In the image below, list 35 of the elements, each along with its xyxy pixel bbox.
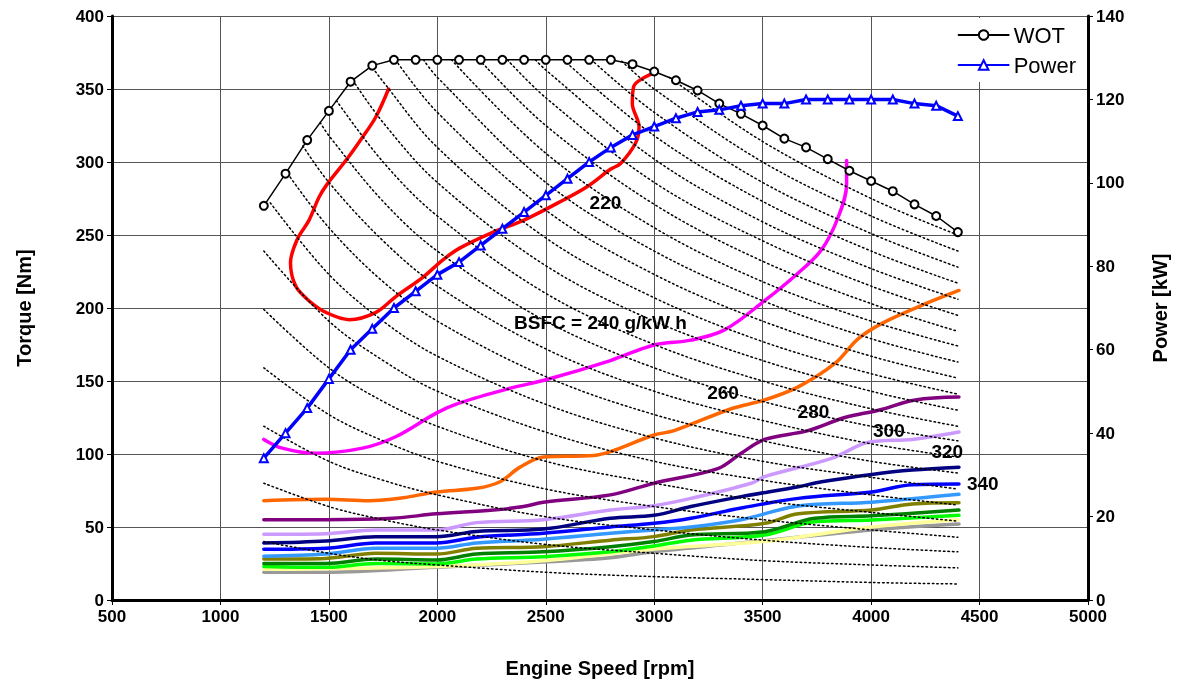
y-tick-label: 200: [75, 298, 104, 318]
legend-label: WOT: [1013, 22, 1065, 48]
y-tick-label: 250: [75, 225, 104, 245]
x-tick-label: 4500: [960, 607, 999, 626]
x-tick-label: 1000: [201, 607, 240, 626]
x-tick-label: 3000: [635, 607, 674, 626]
x-tick-label: 500: [97, 607, 127, 626]
y2-tick-label: 0: [1096, 590, 1106, 610]
y2-tick-label: 20: [1096, 507, 1115, 527]
y-tick-label: 400: [75, 6, 104, 26]
x-tick-label: 2500: [526, 607, 565, 626]
x-tick-label: 4000: [852, 607, 891, 626]
annotation: 260: [707, 382, 739, 404]
x-tick-label: 2000: [418, 607, 457, 626]
x-tick-label: 1500: [309, 607, 348, 626]
y-tick-label: 50: [85, 517, 104, 537]
y2-tick-label: 140: [1096, 6, 1125, 26]
y-tick-label: 300: [75, 152, 104, 172]
legend-label: Power: [1013, 52, 1076, 78]
x-axis-title: Engine Speed [rpm]: [505, 657, 695, 679]
y2-tick-label: 40: [1096, 423, 1115, 443]
annotation: 280: [797, 401, 830, 423]
y2-tick-label: 60: [1096, 340, 1115, 360]
y-axis-title: Torque [Nm]: [13, 249, 35, 367]
y-tick-label: 0: [94, 590, 104, 610]
y2-tick-label: 100: [1096, 173, 1125, 193]
annotation: 220: [589, 192, 622, 214]
y2-tick-label: 80: [1096, 256, 1115, 276]
y2-tick-label: 120: [1096, 89, 1125, 109]
x-tick-label: 5000: [1069, 607, 1107, 626]
y-tick-label: 350: [75, 79, 104, 99]
y2-axis-title: Power [kW]: [1149, 253, 1171, 363]
x-tick-label: 3500: [743, 607, 782, 626]
y-tick-label: 150: [75, 371, 104, 391]
y-tick-label: 100: [75, 444, 104, 464]
